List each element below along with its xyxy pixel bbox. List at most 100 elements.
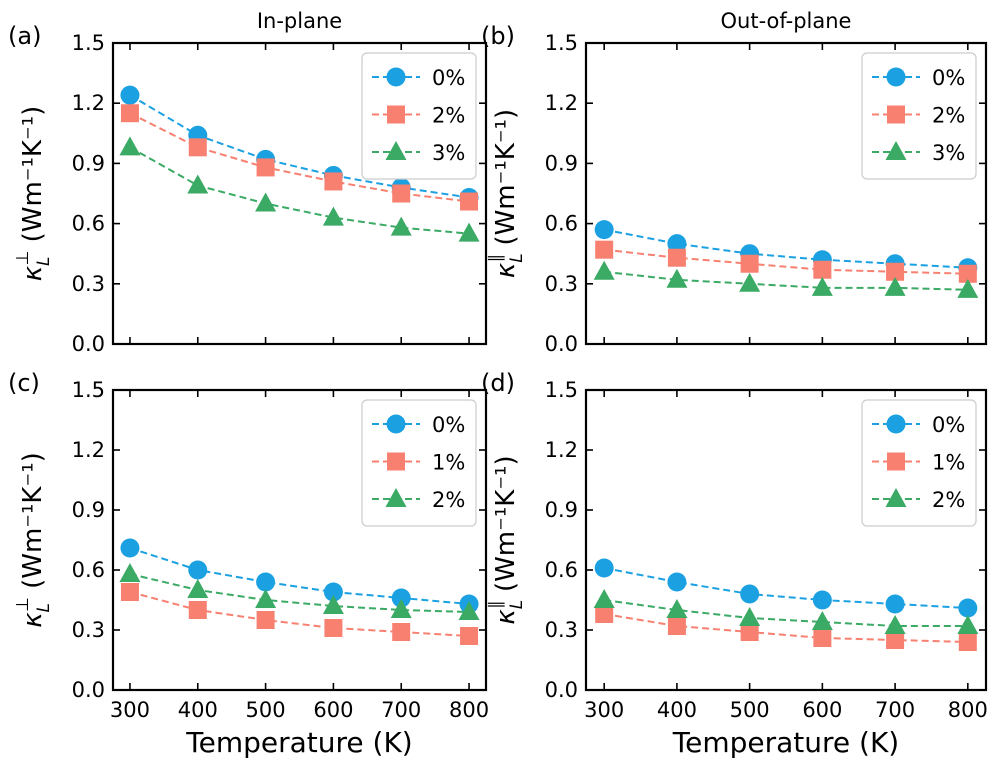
- y-tick-label: 0.9: [72, 498, 105, 522]
- data-point: [667, 234, 687, 254]
- legend-marker: [385, 488, 407, 507]
- y-label-subscript: L: [507, 600, 527, 609]
- y-label-subscript: L: [507, 253, 527, 262]
- data-point: [884, 276, 906, 296]
- data-point: [188, 601, 207, 619]
- data-point: [120, 85, 140, 105]
- data-point: [958, 598, 978, 618]
- panel-a: 0.0 0.3 0.6 0.9 1.2 1.5 (a) In-plane κL⊥ (Wm⁻¹K⁻…: [8, 9, 488, 356]
- series-line-2pct: [604, 248, 968, 275]
- legend-entry: 0%: [932, 413, 965, 437]
- data-point: [187, 579, 209, 598]
- data-point: [460, 627, 479, 645]
- data-point: [595, 240, 614, 259]
- y-label-units: (Wm⁻¹K⁻¹): [18, 452, 48, 597]
- y-tick-label: 1.5: [545, 31, 578, 55]
- data-point: [740, 254, 759, 273]
- data-point: [120, 538, 140, 558]
- x-tick-label: 500: [246, 698, 286, 722]
- y-tick-label: 1.2: [72, 91, 105, 115]
- y-label-units: (Wm⁻¹K⁻¹): [491, 455, 521, 600]
- series-line-2pct: [129, 112, 470, 203]
- legend-marker: [885, 488, 907, 507]
- y-label-superscript: ⊥: [13, 597, 33, 612]
- legend-entry: 3%: [932, 141, 965, 165]
- legend-marker: [887, 452, 905, 471]
- data-point: [120, 104, 139, 123]
- y-tick-label: 0.6: [72, 558, 105, 582]
- axes-frame: [111, 41, 488, 346]
- legend-entry: 1%: [932, 451, 965, 475]
- y-tick-label: 0.0: [72, 678, 105, 702]
- y-label-units: (Wm⁻¹K⁻¹): [491, 109, 521, 254]
- y-tick-label: 0.3: [545, 272, 578, 296]
- x-tick-label: 300: [110, 698, 150, 722]
- data-point: [390, 599, 412, 618]
- x-tick-label: 800: [948, 698, 988, 722]
- y-tick-label: 0.6: [545, 558, 578, 582]
- data-point: [957, 278, 979, 298]
- series-line-0pct: [603, 567, 968, 609]
- y-tick-label: 0.0: [72, 332, 105, 356]
- data-point: [594, 220, 614, 240]
- legend-entry: 2%: [932, 488, 965, 512]
- panel-c: 0.0 0.3 0.6 0.9 1.2 1.5 300 400 500 600 700 800 (c) κ…: [8, 369, 489, 759]
- data-point: [322, 595, 344, 614]
- y-label-symbol: κ: [491, 609, 521, 625]
- data-point: [885, 594, 905, 614]
- legend-marker: [885, 141, 907, 160]
- x-tick-label: 600: [802, 698, 842, 722]
- data-point: [391, 588, 411, 608]
- x-tick-label: 800: [449, 698, 489, 722]
- y-label-superscript: ∥: [486, 254, 506, 263]
- y-label-subscript: L: [34, 256, 54, 265]
- data-point: [666, 268, 688, 288]
- series-line-3pct: [604, 270, 968, 291]
- data-point: [667, 617, 686, 635]
- panel-label: (a): [8, 22, 41, 50]
- data-point: [322, 206, 344, 226]
- y-axis-label: κL⊥ (Wm⁻¹K⁻¹): [13, 452, 54, 628]
- y-axis-label: κL⊥ (Wm⁻¹K⁻¹): [13, 106, 54, 282]
- panel-label: (c): [8, 369, 40, 397]
- legend-marker: [386, 414, 406, 434]
- legend-marker: [886, 414, 906, 434]
- data-point: [323, 582, 343, 602]
- data-point: [392, 184, 411, 203]
- data-point: [739, 272, 761, 292]
- data-point: [255, 589, 277, 608]
- y-tick-label: 0.9: [545, 498, 578, 522]
- legend-entry: 3%: [432, 141, 465, 165]
- legend-marker: [886, 67, 906, 87]
- data-point: [458, 601, 480, 620]
- axes-frame: [584, 388, 988, 692]
- y-tick-label: 0.3: [72, 618, 105, 642]
- x-tick-label: 400: [657, 698, 697, 722]
- y-label-superscript: ⊥: [13, 251, 33, 266]
- y-label-symbol: κ: [18, 265, 48, 281]
- data-point: [120, 583, 139, 601]
- y-tick-label: 0.9: [545, 151, 578, 175]
- data-point: [119, 563, 141, 582]
- panel-title: In-plane: [257, 9, 342, 33]
- legend: 0% 1% 2%: [861, 399, 977, 527]
- panel-label: (b): [481, 22, 515, 50]
- series-line-2pct: [129, 573, 470, 613]
- data-point: [119, 136, 141, 156]
- x-tick-label: 700: [875, 698, 915, 722]
- data-point: [256, 572, 276, 592]
- x-tick-label: 400: [178, 698, 218, 722]
- series-line-0pct: [603, 228, 968, 269]
- data-point: [958, 264, 977, 283]
- y-tick-label: 1.5: [72, 31, 105, 55]
- legend-marker: [387, 105, 405, 124]
- legend-entry: 0%: [432, 66, 465, 90]
- data-point: [256, 611, 275, 629]
- data-point: [460, 192, 479, 211]
- data-point: [593, 260, 615, 280]
- data-point: [813, 629, 832, 647]
- axes-frame: [111, 388, 488, 692]
- x-axis-label: Temperature (K): [672, 726, 899, 759]
- panel-label: (d): [481, 369, 515, 397]
